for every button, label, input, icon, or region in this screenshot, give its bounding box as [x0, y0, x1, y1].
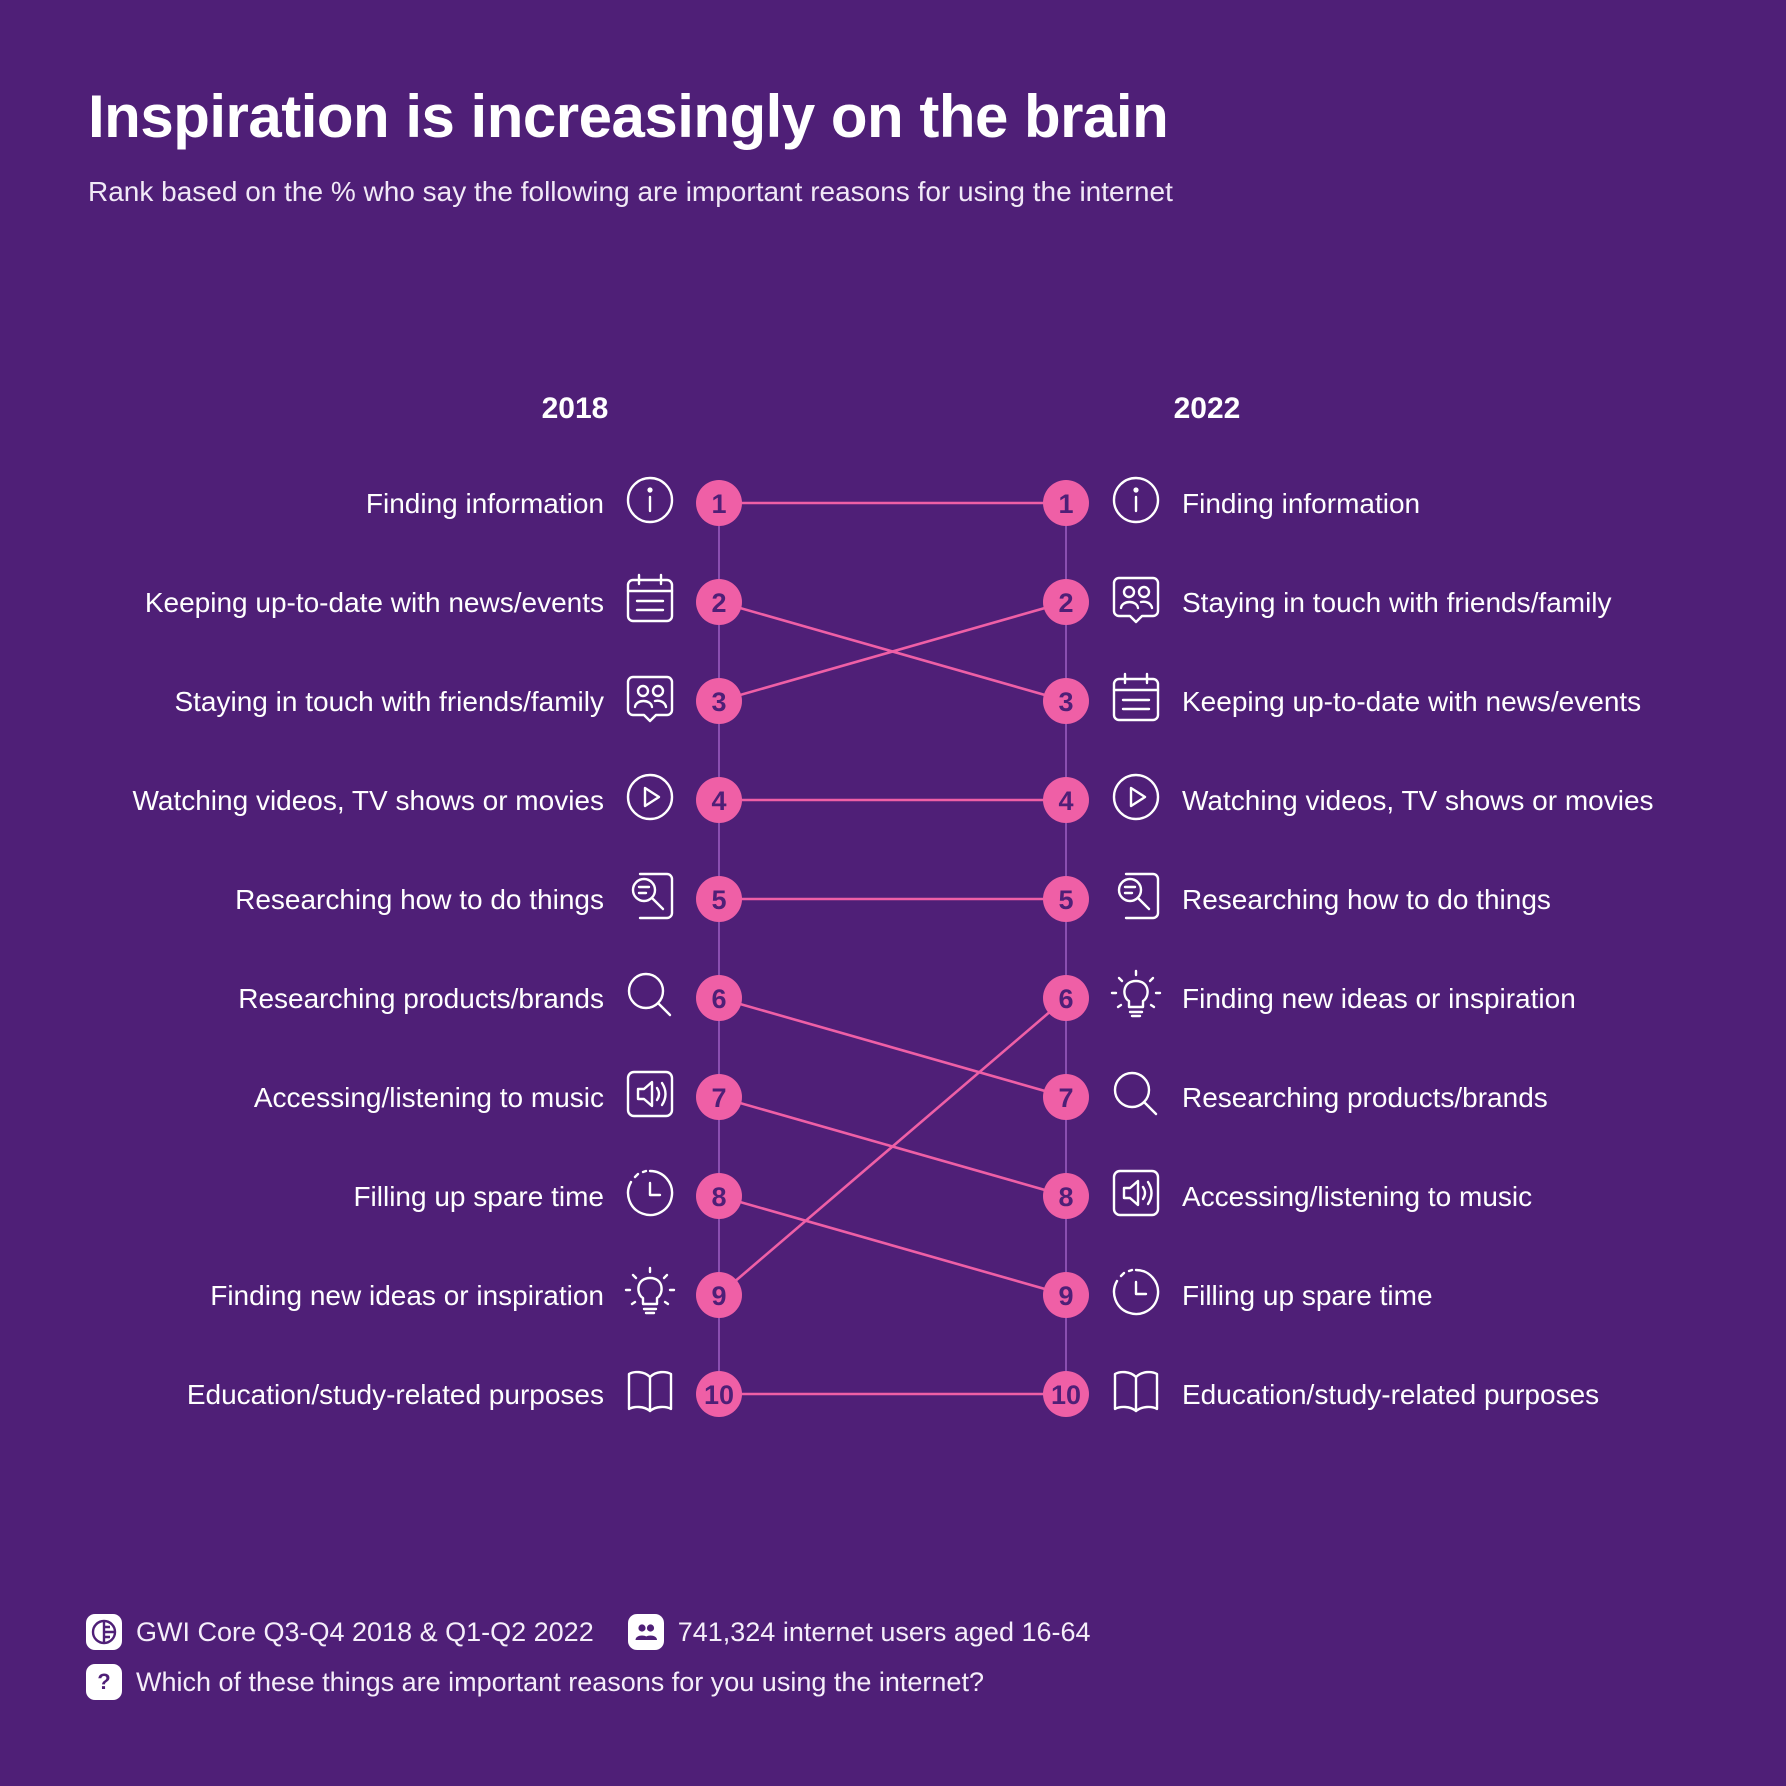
- research-chat-icon: [1117, 872, 1160, 920]
- book-icon: [627, 1370, 673, 1413]
- rank-number: 7: [711, 1083, 726, 1113]
- rank-number: 2: [711, 588, 726, 618]
- play-icon: [626, 773, 674, 821]
- lightbulb-icon: [1110, 969, 1162, 1018]
- question-icon: ?: [86, 1664, 122, 1700]
- rank-marker-2022: [1043, 480, 1089, 526]
- clock-icon: [1112, 1268, 1160, 1316]
- footer-sample: 741,324 internet users aged 16-64: [677, 1616, 1091, 1647]
- footer-source-row: GWI Core Q3-Q4 2018 & Q1-Q2 2022 741,324…: [86, 1614, 1091, 1650]
- rank-marker-2018: [696, 876, 742, 922]
- rank-number: 4: [1058, 786, 1073, 816]
- slope-line: [718, 600, 1067, 703]
- rank-marker-2018: [696, 975, 742, 1021]
- search-icon: [627, 972, 672, 1017]
- label-2022: Researching products/brands: [1182, 1082, 1548, 1113]
- rank-marker-2022: [1043, 1074, 1089, 1120]
- footer-source: GWI Core Q3-Q4 2018 & Q1-Q2 2022: [136, 1616, 594, 1647]
- label-2018: Researching how to do things: [235, 884, 604, 915]
- calendar-icon: [1112, 672, 1160, 722]
- rank-number: 5: [1058, 885, 1073, 915]
- rank-marker-2018: [696, 1371, 742, 1417]
- speaker-icon: [626, 1070, 674, 1118]
- rank-number: 2: [1058, 588, 1073, 618]
- label-2018: Staying in touch with friends/family: [174, 686, 604, 717]
- info-icon: [1112, 476, 1160, 524]
- label-2022: Finding new ideas or inspiration: [1182, 983, 1576, 1014]
- gwi-logo-icon: [86, 1614, 122, 1650]
- slope-line: [718, 997, 1067, 1296]
- label-2022: Researching how to do things: [1182, 884, 1551, 915]
- column-header-2018: 2018: [542, 392, 609, 425]
- rank-number: 10: [1051, 1380, 1081, 1410]
- book-icon: [1113, 1370, 1159, 1413]
- rank-number: 8: [711, 1182, 726, 1212]
- rank-marker-2022: [1043, 1272, 1089, 1318]
- calendar-icon: [626, 573, 674, 623]
- slope-line: [718, 996, 1067, 1099]
- rank-marker-2018: [696, 678, 742, 724]
- rank-marker-2022: [1043, 1173, 1089, 1219]
- rank-marker-2018: [696, 579, 742, 625]
- slope-line: [718, 1194, 1067, 1297]
- label-2018: Finding information: [366, 488, 604, 519]
- rank-marker-2018: [696, 480, 742, 526]
- rank-number: 7: [1058, 1083, 1073, 1113]
- rank-number: 3: [711, 687, 726, 717]
- label-2022: Accessing/listening to music: [1182, 1181, 1532, 1212]
- label-2018: Finding new ideas or inspiration: [210, 1280, 604, 1311]
- label-2018: Filling up spare time: [353, 1181, 604, 1212]
- rank-number: 5: [711, 885, 726, 915]
- people-chat-icon: [626, 675, 674, 723]
- rank-marker-2022: [1043, 876, 1089, 922]
- rank-marker-2022: [1043, 777, 1089, 823]
- chart-title: Inspiration is increasingly on the brain: [88, 83, 1169, 150]
- footer-question: Which of these things are important reas…: [136, 1666, 984, 1697]
- label-2018: Accessing/listening to music: [254, 1082, 604, 1113]
- rank-marker-2022: [1043, 1371, 1089, 1417]
- people-icon: [627, 1614, 664, 1650]
- label-2022: Watching videos, TV shows or movies: [1182, 785, 1654, 816]
- people-chat-icon: [1112, 576, 1160, 624]
- rank-number: 1: [711, 489, 726, 519]
- rank-number: 4: [711, 786, 726, 816]
- rank-number: 8: [1058, 1182, 1073, 1212]
- rank-marker-2022: [1043, 579, 1089, 625]
- lightbulb-icon: [624, 1266, 676, 1315]
- play-icon: [1112, 773, 1160, 821]
- label-2022: Filling up spare time: [1182, 1280, 1433, 1311]
- rank-marker-2018: [696, 1074, 742, 1120]
- rank-marker-2022: [1043, 975, 1089, 1021]
- info-icon: [626, 476, 674, 524]
- rank-number: 9: [711, 1281, 726, 1311]
- rank-marker-2022: [1043, 678, 1089, 724]
- footer-question-row: ? Which of these things are important re…: [86, 1664, 984, 1700]
- rank-marker-2018: [696, 1173, 742, 1219]
- rank-number: 10: [704, 1380, 734, 1410]
- label-2018: Researching products/brands: [238, 983, 604, 1014]
- column-header-2022: 2022: [1174, 392, 1241, 425]
- label-2022: Keeping up-to-date with news/events: [1182, 686, 1641, 717]
- label-2022: Staying in touch with friends/family: [1182, 587, 1612, 618]
- label-2018: Keeping up-to-date with news/events: [145, 587, 604, 618]
- question-mark: ?: [97, 1669, 111, 1694]
- rank-number: 1: [1058, 489, 1073, 519]
- research-chat-icon: [631, 872, 674, 920]
- search-icon: [1113, 1071, 1158, 1116]
- label-2022: Finding information: [1182, 488, 1420, 519]
- rank-marker-2018: [696, 1272, 742, 1318]
- label-2018: Education/study-related purposes: [187, 1379, 604, 1410]
- clock-icon: [626, 1169, 674, 1217]
- rank-number: 9: [1058, 1281, 1073, 1311]
- speaker-icon: [1112, 1169, 1160, 1217]
- label-2018: Watching videos, TV shows or movies: [132, 785, 604, 816]
- chart-subtitle: Rank based on the % who say the followin…: [88, 176, 1173, 207]
- rank-number: 6: [711, 984, 726, 1014]
- label-2022: Education/study-related purposes: [1182, 1379, 1599, 1410]
- rank-number: 3: [1058, 687, 1073, 717]
- rank-marker-2018: [696, 777, 742, 823]
- rank-number: 6: [1058, 984, 1073, 1014]
